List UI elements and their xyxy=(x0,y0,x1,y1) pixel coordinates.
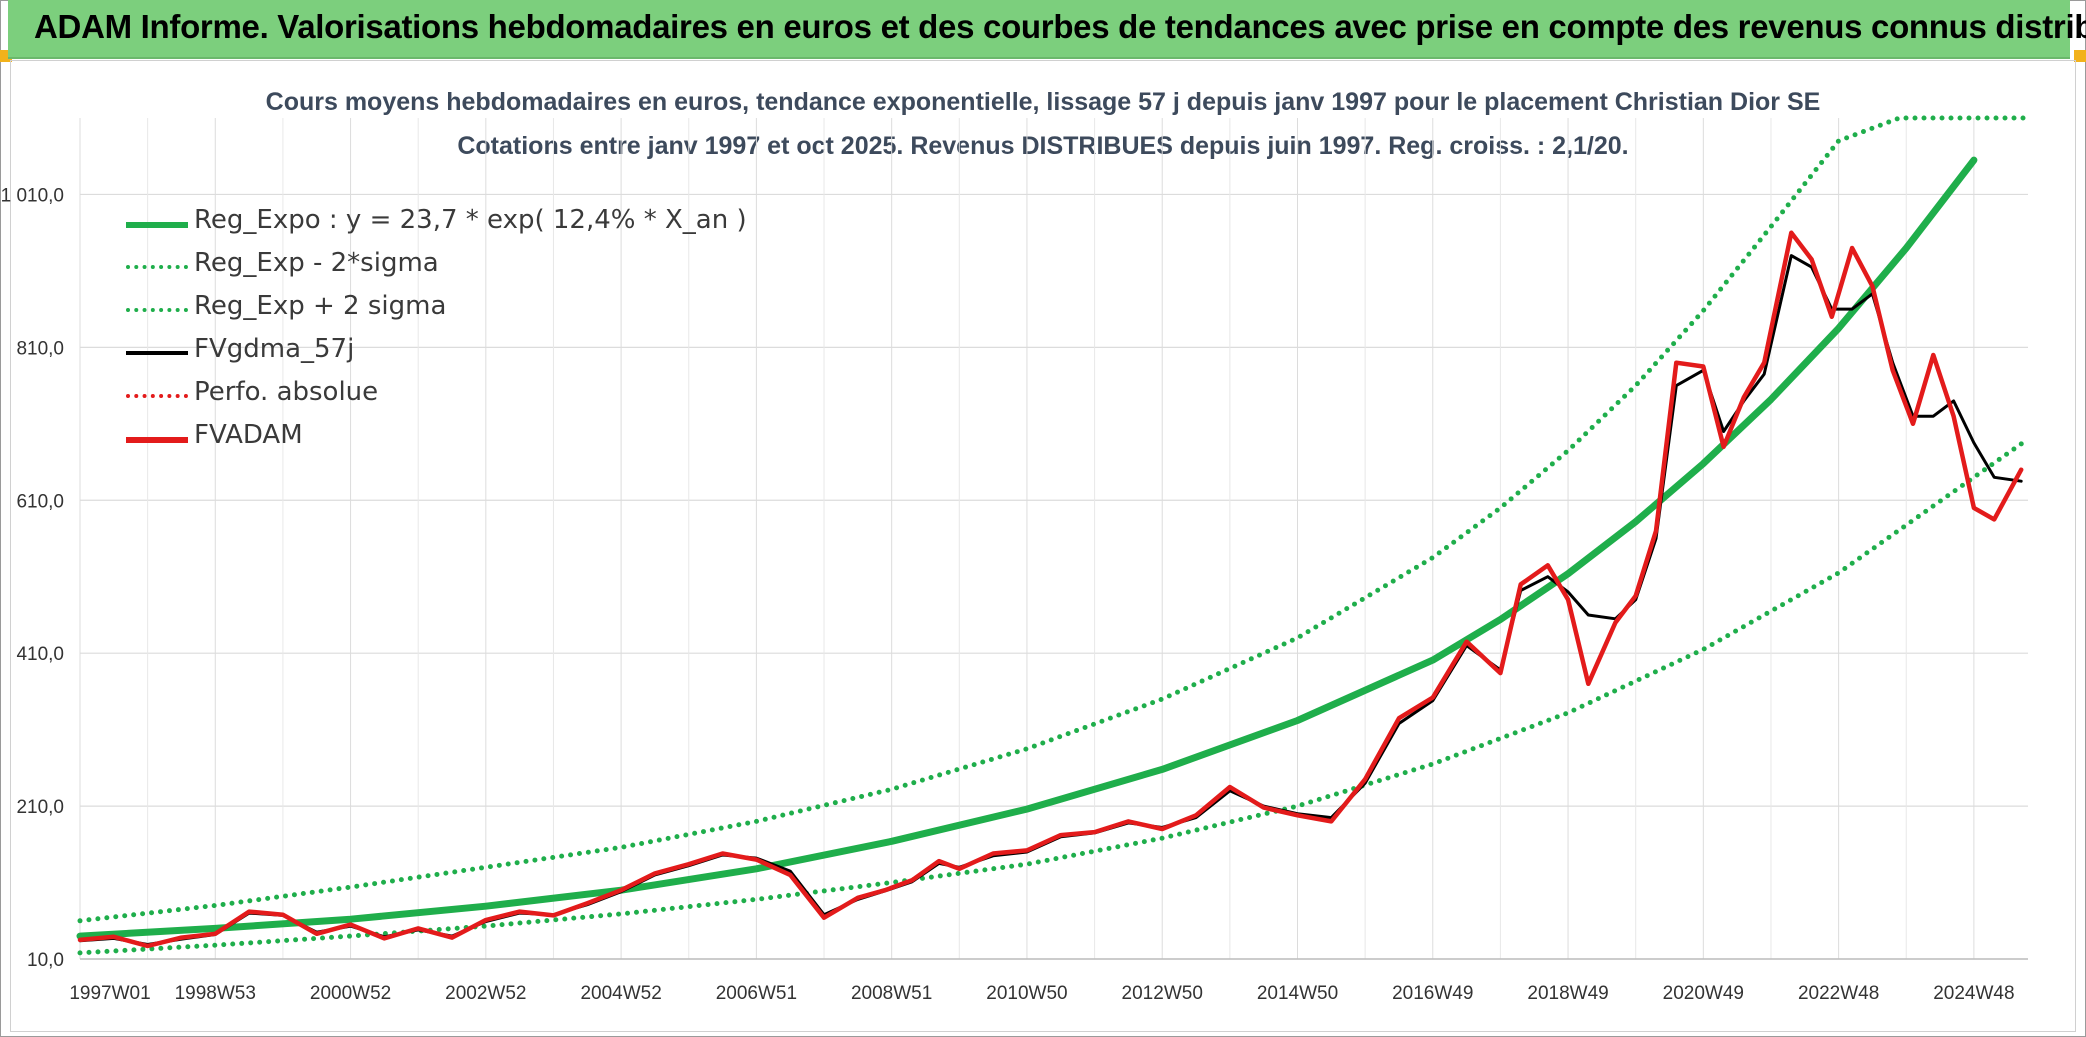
legend-label: Reg_Exp - 2*sigma xyxy=(194,248,439,278)
x-tick-label: 2024W48 xyxy=(1933,983,2014,1004)
x-tick-label: 2018W49 xyxy=(1527,983,1608,1004)
report-header: ADAM Informe. Valorisations hebdomadaire… xyxy=(8,0,2086,59)
x-tick-label: 1998W53 xyxy=(175,983,256,1004)
x-tick-label: 1997W01 xyxy=(69,983,150,1004)
x-tick-label: 2008W51 xyxy=(851,983,932,1004)
x-tick-label: 2016W49 xyxy=(1392,983,1473,1004)
chart-title-line-2: Cotations entre janv 1997 et oct 2025. R… xyxy=(457,132,1629,160)
y-tick-label: 410,0 xyxy=(16,644,64,665)
legend-swatch xyxy=(126,394,188,398)
y-tick-label: 610,0 xyxy=(16,491,64,512)
report-title: ADAM Informe. Valorisations hebdomadaire… xyxy=(34,8,2086,45)
legend-label: Reg_Expo : y = 23,7 * exp( 12,4% * X_an … xyxy=(194,205,747,235)
chart-title-line-1: Cours moyens hebdomadaires en euros, ten… xyxy=(265,88,1821,116)
corner-marker-top-right xyxy=(2074,50,2086,62)
series-line-1 xyxy=(77,436,2031,956)
legend-swatch xyxy=(126,222,188,228)
legend-swatch xyxy=(126,351,188,355)
legend-label: FVADAM xyxy=(194,420,303,450)
x-tick-label: 2022W48 xyxy=(1798,983,1879,1004)
legend-label: FVgdma_57j xyxy=(194,334,355,364)
x-tick-label: 2014W50 xyxy=(1257,983,1338,1004)
x-tick-label: 2020W49 xyxy=(1663,983,1744,1004)
legend-label: Perfo. absolue xyxy=(194,377,379,407)
x-tick-label: 2002W52 xyxy=(445,983,526,1004)
x-tick-label: 2000W52 xyxy=(310,983,391,1004)
series-line-0 xyxy=(76,156,1978,940)
legend-swatch xyxy=(126,437,188,443)
y-tick-label: 810,0 xyxy=(16,338,64,359)
legend-swatch xyxy=(126,265,188,269)
series-line-4 xyxy=(77,230,2024,949)
series-line-2 xyxy=(77,115,2031,924)
chart-area xyxy=(10,60,2076,1032)
x-tick-label: 2004W52 xyxy=(580,983,661,1004)
legend-label: Reg_Exp + 2 sigma xyxy=(194,291,447,321)
legend-swatch xyxy=(126,308,188,312)
y-tick-label: 1 010,0 xyxy=(1,185,64,206)
y-tick-label: 10,0 xyxy=(27,950,64,971)
x-tick-label: 2012W50 xyxy=(1122,983,1203,1004)
x-tick-label: 2006W51 xyxy=(716,983,797,1004)
y-tick-label: 210,0 xyxy=(16,797,64,818)
x-tick-label: 2010W50 xyxy=(986,983,1067,1004)
